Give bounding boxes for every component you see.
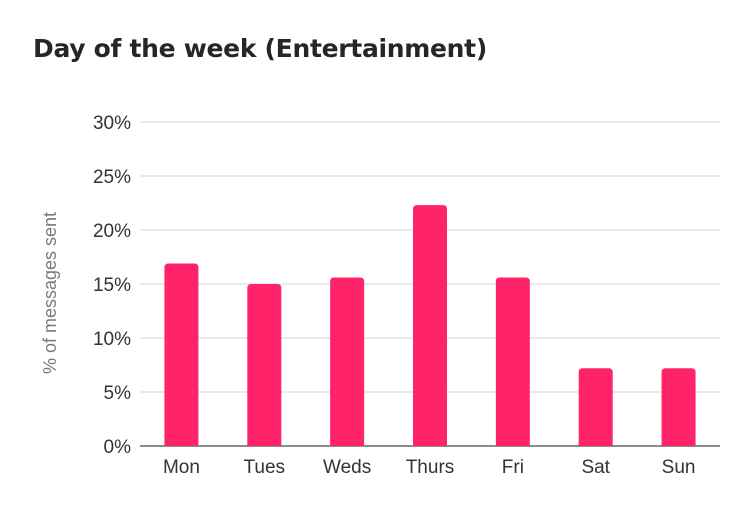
y-tick-label: 15%: [93, 275, 131, 296]
bar-sun: [661, 368, 696, 446]
x-tick-label: Thurs: [406, 457, 455, 478]
x-tick-label: Tues: [244, 457, 286, 478]
x-tick-label: Sat: [581, 457, 610, 478]
y-tick-label: 10%: [93, 329, 131, 350]
chart-title: Day of the week (Entertainment): [33, 34, 487, 63]
bar-mon: [164, 263, 199, 446]
y-tick-label: 5%: [104, 383, 132, 404]
x-tick-label: Sun: [662, 457, 696, 478]
x-tick-label: Mon: [163, 457, 200, 478]
bar-tues: [247, 284, 282, 446]
x-tick-label: Weds: [323, 457, 371, 478]
y-tick-label: 30%: [93, 113, 131, 134]
y-tick-label: 0%: [104, 437, 132, 458]
bar-sat: [578, 368, 613, 446]
x-axis-ticks: Mon Tues Weds Thurs Fri Sat Sun: [163, 457, 696, 478]
bar-fri: [495, 277, 530, 446]
y-tick-label: 25%: [93, 167, 131, 188]
bar-thurs: [413, 205, 447, 446]
y-axis-ticks: 0% 5% 10% 15% 20% 25% 30%: [93, 113, 131, 458]
bar-weds: [330, 277, 365, 446]
y-axis-label: % of messages sent: [40, 212, 60, 374]
bars: [164, 205, 696, 446]
x-tick-label: Fri: [502, 457, 524, 478]
y-tick-label: 20%: [93, 221, 131, 242]
